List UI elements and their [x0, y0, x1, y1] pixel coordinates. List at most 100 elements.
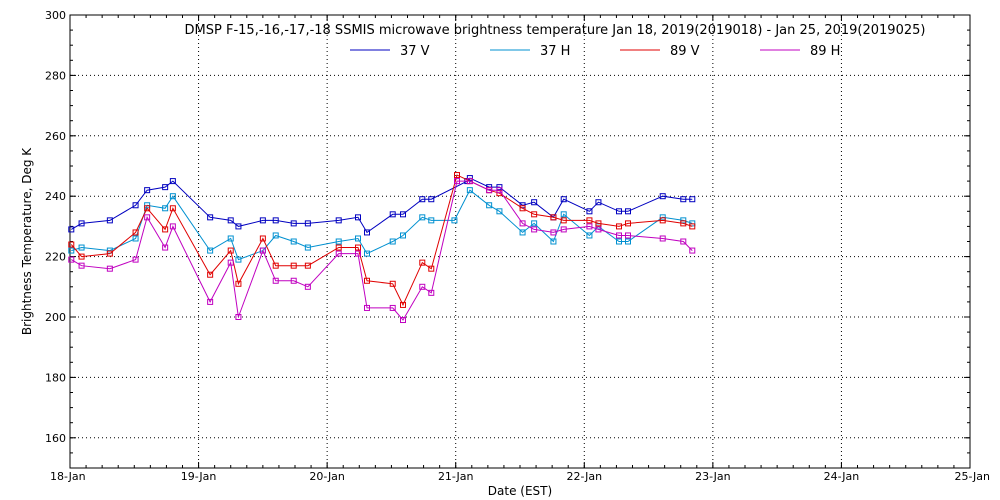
data-point	[428, 289, 435, 296]
data-point	[659, 217, 666, 224]
data-point	[486, 202, 493, 209]
data-point	[162, 226, 169, 233]
data-point	[235, 280, 242, 287]
data-point	[227, 235, 234, 242]
data-point	[355, 214, 361, 221]
data-point	[132, 202, 139, 209]
data-point	[235, 223, 242, 230]
data-point	[335, 244, 342, 251]
data-point	[207, 214, 214, 221]
data-point	[162, 205, 169, 212]
data-point	[486, 187, 493, 194]
data-point	[389, 304, 396, 311]
data-point	[272, 232, 279, 239]
data-point	[132, 235, 139, 242]
data-point	[235, 314, 242, 320]
legend-item: 89 H	[760, 44, 840, 59]
y-tick-label: 160	[45, 432, 66, 445]
series-line	[70, 174, 693, 307]
data-point	[428, 265, 435, 272]
data-point	[454, 172, 460, 179]
data-point	[335, 250, 342, 257]
data-point	[625, 238, 631, 245]
data-point	[419, 283, 426, 290]
x-tick-label: 21-Jan	[438, 470, 474, 483]
data-point	[550, 238, 557, 245]
data-point	[400, 211, 406, 218]
series-line	[71, 189, 693, 261]
x-tick-label: 22-Jan	[567, 470, 603, 483]
data-point	[689, 247, 696, 254]
legend-label: 89 V	[670, 44, 700, 59]
data-point	[169, 205, 176, 212]
data-point	[586, 232, 593, 239]
y-tick-label: 220	[45, 251, 66, 264]
x-tick-label: 20-Jan	[309, 470, 345, 483]
data-point	[560, 217, 567, 224]
data-point	[595, 220, 602, 227]
data-point	[169, 178, 176, 185]
legend-label: 37 V	[400, 44, 430, 59]
data-point	[144, 214, 151, 221]
data-point	[259, 235, 266, 242]
axes: 160 180 200 220 240 260 280 300 18-Jan 19-Jan 20-J…	[45, 9, 990, 483]
data-point	[689, 196, 696, 203]
data-point	[235, 256, 242, 263]
data-point	[259, 217, 266, 224]
data-point	[531, 226, 538, 233]
data-point	[364, 229, 370, 236]
data-point	[106, 250, 113, 257]
data-point	[496, 208, 503, 215]
legend-label: 37 H	[540, 44, 570, 59]
data-point	[519, 205, 526, 212]
chart-title: DMSP F-15,-16,-17,-18 SSMIS microwave br…	[185, 23, 926, 38]
data-point	[625, 220, 631, 227]
data-point	[560, 226, 567, 233]
data-point	[454, 178, 460, 185]
data-point	[355, 250, 361, 257]
data-point	[616, 208, 622, 215]
data-point	[272, 217, 279, 224]
data-point	[531, 220, 538, 227]
x-tick-label: 24-Jan	[824, 470, 860, 483]
data-point	[419, 259, 426, 266]
data-point	[304, 262, 311, 269]
data-point	[400, 317, 406, 324]
data-point	[227, 247, 234, 254]
data-point	[496, 187, 503, 194]
data-point	[466, 178, 473, 185]
data-point	[616, 238, 622, 245]
data-point	[595, 199, 602, 206]
legend-item: 37 H	[490, 44, 570, 59]
data-point	[680, 238, 687, 245]
y-axis-title: Brightness Temperature, Deg K	[20, 147, 34, 335]
data-point	[519, 229, 526, 236]
data-point	[531, 199, 538, 206]
x-tick-label: 19-Jan	[181, 470, 217, 483]
data-point	[625, 232, 631, 239]
data-point	[451, 217, 458, 224]
data-point	[68, 256, 75, 263]
data-point	[78, 220, 85, 227]
y-tick-label: 240	[45, 190, 66, 203]
data-point	[169, 193, 176, 200]
x-tick-label: 23-Jan	[695, 470, 731, 483]
data-point	[272, 262, 279, 269]
x-axis-title: Date (EST)	[488, 484, 552, 498]
data-point	[290, 277, 297, 284]
data-point	[304, 220, 311, 227]
data-point	[355, 244, 361, 251]
series-line	[71, 177, 693, 234]
series-37-h	[68, 187, 696, 263]
data-point	[486, 184, 493, 191]
data-point	[519, 220, 526, 227]
data-point	[466, 187, 473, 194]
x-tick-label: 25-Jan	[954, 470, 990, 483]
legend: 37 V 37 H 89 V 89 H	[350, 44, 840, 59]
data-point	[659, 193, 666, 200]
data-point	[290, 262, 297, 269]
legend-label: 89 H	[810, 44, 840, 59]
plot-frame	[69, 14, 971, 469]
data-point	[389, 211, 396, 218]
